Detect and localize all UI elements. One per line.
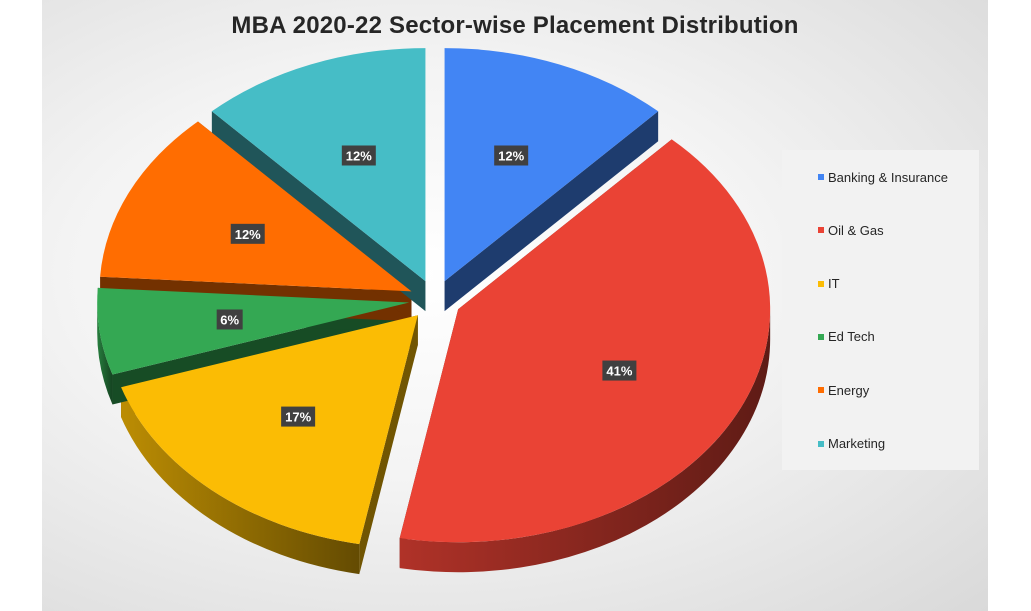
pie-slice-oil-and-gas [399, 139, 771, 543]
data-label-box-marketing [341, 145, 376, 166]
legend-swatch-banking-and-insurance [818, 174, 824, 180]
legend-label-energy: Energy [828, 382, 870, 398]
legend-item-oil-and-gas: Oil & Gas [818, 220, 884, 240]
data-label-it: 17% [285, 410, 311, 425]
legend-label-ed-tech: Ed Tech [828, 329, 875, 345]
data-label-oil-and-gas: 41% [606, 364, 632, 379]
legend-item-ed-tech: Ed Tech [818, 327, 875, 347]
pie-chart: 12% 41% 17% 6% 12% 12% [97, 48, 771, 575]
data-label-box-it [281, 406, 316, 427]
legend: Banking & Insurance Oil & Gas IT Ed Tech Ene… [782, 150, 979, 470]
data-label-energy: 12% [235, 227, 261, 242]
data-label-banking-and-insurance: 12% [498, 148, 524, 163]
legend-item-it: IT [818, 274, 840, 294]
legend-label-marketing: Marketing [828, 436, 886, 451]
legend-swatch-marketing [818, 440, 824, 447]
pie-slice-ed-tech [97, 287, 410, 375]
data-label-box-oil-and-gas [602, 360, 637, 381]
data-label-box-banking-and-insurance [494, 145, 529, 166]
slice-outer-wall-ed-tech [97, 302, 113, 405]
legend-swatch-it [818, 280, 824, 287]
legend-item-energy: Energy [818, 380, 869, 400]
legend-item-marketing: Marketing [818, 434, 885, 454]
chart-area: MBA 2020-22 Sector-wise Placement Distri… [42, 0, 988, 611]
pie-slice-marketing [211, 48, 426, 282]
legend-label-it: IT [828, 276, 840, 292]
pie-slice-energy [100, 121, 412, 292]
legend-swatch-oil-and-gas [818, 227, 824, 234]
data-label-box-ed-tech [216, 309, 243, 330]
pie-slice-banking-and-insurance [444, 48, 659, 282]
legend-swatch-ed-tech [818, 333, 824, 340]
slice-outer-wall-it [121, 387, 360, 575]
legend-label-banking-and-insurance: Banking & Insurance [828, 169, 948, 185]
data-label-ed-tech: 6% [220, 312, 239, 327]
legend-label-oil-and-gas: Oil & Gas [828, 222, 884, 238]
pie-data-labels: 12% 41% 17% 6% 12% 12% [216, 145, 637, 427]
slice-radial-wall-it-0 [359, 315, 418, 575]
slice-outer-wall-oil-and-gas [399, 309, 771, 573]
pie-slices [97, 48, 771, 545]
legend-swatch-energy [818, 387, 824, 394]
data-label-box-energy [230, 223, 265, 244]
pie-slice-it [121, 315, 418, 545]
chart-title: MBA 2020-22 Sector-wise Placement Distri… [231, 12, 799, 39]
slice-radial-wall-banking-and-insurance-1 [444, 111, 659, 312]
legend-item-banking-and-insurance: Banking & Insurance [818, 167, 948, 187]
data-label-marketing: 12% [346, 148, 372, 163]
